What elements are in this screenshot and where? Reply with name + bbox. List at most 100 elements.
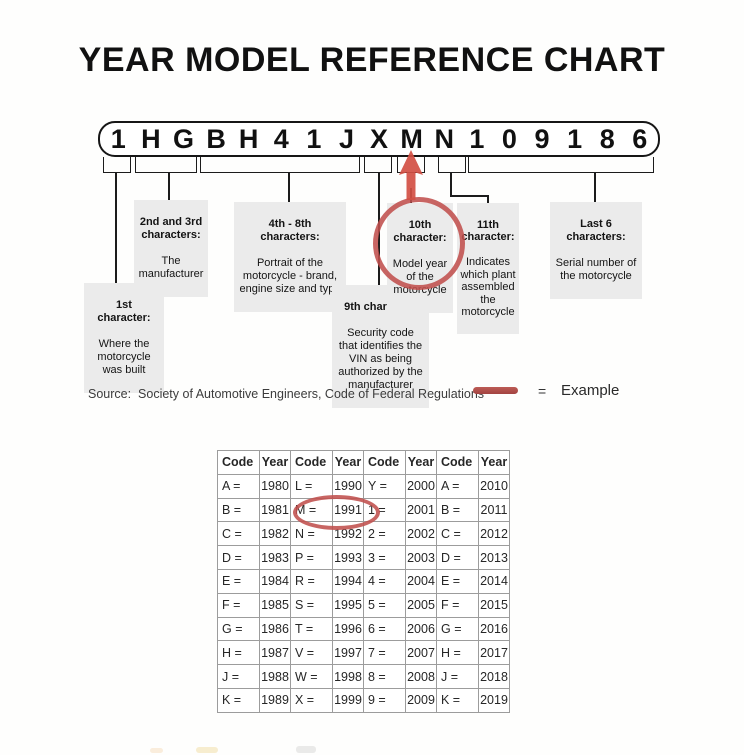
year-cell: 1987 xyxy=(259,640,291,666)
year-cell: 1980 xyxy=(259,473,291,499)
vin-character: 4 xyxy=(273,124,289,154)
source-text: Source: Society of Automotive Engineers,… xyxy=(88,387,485,401)
connector-11th-vertical xyxy=(450,172,452,196)
table-row: K = 1989 X = 1999 9 = 2009 K = 2019 xyxy=(217,687,510,713)
cutoff-mark xyxy=(296,746,316,753)
year-cell: 2018 xyxy=(478,664,510,689)
code-cell: W = xyxy=(290,664,333,689)
red-line-icon xyxy=(473,387,518,394)
year-cell: 2017 xyxy=(478,640,510,666)
year-cell: 1985 xyxy=(259,592,291,618)
vin-character: J xyxy=(338,124,354,154)
bracket-11th-character xyxy=(438,157,466,173)
table-row: G = 1986 T = 1996 6 = 2006 G = 2016 xyxy=(217,616,510,642)
bracket-4th-8th-characters xyxy=(200,157,360,173)
table-row: E = 1984 R = 1994 4 = 2004 E = 2014 xyxy=(217,568,510,594)
year-cell: 2019 xyxy=(478,687,510,713)
code-cell: 5 = xyxy=(363,592,406,618)
year-cell: 2007 xyxy=(405,640,437,666)
year-cell: 1986 xyxy=(259,616,291,642)
code-cell: B = xyxy=(436,497,479,523)
code-cell: E = xyxy=(217,568,260,594)
code-cell: A = xyxy=(217,473,260,499)
callout-11th-character: 11th character: Indicates which plant as… xyxy=(457,203,519,334)
year-cell: 2004 xyxy=(405,568,437,594)
code-cell: 2 = xyxy=(363,521,406,547)
vin-character: 9 xyxy=(534,124,550,154)
year-cell: 2011 xyxy=(478,497,510,523)
cutoff-mark xyxy=(196,747,218,753)
code-cell: Y = xyxy=(363,473,406,499)
year-cell: 1988 xyxy=(259,664,291,689)
table-row: J = 1988 W = 1998 8 = 2008 J = 2018 xyxy=(217,664,510,689)
callout-heading: 2nd and 3rd characters: xyxy=(139,216,203,241)
bracket-2nd-3rd-characters xyxy=(135,157,197,173)
year-cell: 1989 xyxy=(259,687,291,713)
callout-heading: 1st character: xyxy=(97,299,151,324)
code-cell: F = xyxy=(217,592,260,618)
example-circle-icon xyxy=(373,197,465,290)
callout-last-6-characters: Last 6 characters: Serial number of the … xyxy=(550,202,642,299)
connector-1st xyxy=(115,172,117,284)
connector-11th-horizontal xyxy=(450,195,488,197)
year-cell: 2010 xyxy=(478,473,510,499)
code-cell: R = xyxy=(290,568,333,594)
vin-character: 6 xyxy=(632,124,648,154)
bracket-9th-character xyxy=(364,157,392,173)
year-cell: 2014 xyxy=(478,568,510,594)
code-cell: X = xyxy=(290,687,333,713)
year-cell: 1982 xyxy=(259,521,291,547)
vin-character: H xyxy=(238,124,259,154)
year-cell: 2009 xyxy=(405,687,437,713)
table-header-cell: Year xyxy=(478,450,510,475)
code-cell: P = xyxy=(290,545,333,570)
code-cell: F = xyxy=(436,592,479,618)
year-cell: 1996 xyxy=(332,616,364,642)
year-cell: 2013 xyxy=(478,545,510,570)
legend-equals: = xyxy=(538,383,547,399)
code-cell: G = xyxy=(436,616,479,642)
year-cell: 1983 xyxy=(259,545,291,570)
code-cell: 4 = xyxy=(363,568,406,594)
table-header-cell: Code xyxy=(436,450,479,475)
callout-body: Security code that identifies the VIN as… xyxy=(338,327,423,391)
connector-2nd-3rd xyxy=(168,172,170,201)
vin-character: M xyxy=(400,124,423,154)
code-cell: J = xyxy=(217,664,260,689)
vin-character: 1 xyxy=(469,124,485,154)
callout-body: Where the motorcycle was built xyxy=(97,338,151,376)
year-table-body: A = 1980 L = 1990 Y = 2000 A = 2010 B = 1981 M = 19… xyxy=(217,473,510,713)
code-cell: A = xyxy=(436,473,479,499)
code-cell: S = xyxy=(290,592,333,618)
code-cell: B = xyxy=(217,497,260,523)
year-cell: 2002 xyxy=(405,521,437,547)
vin-character: X xyxy=(370,124,389,154)
callout-body: Portrait of the motorcycle - brand, engi… xyxy=(239,257,341,295)
code-cell: K = xyxy=(436,687,479,713)
code-cell: C = xyxy=(217,521,260,547)
year-cell: 2000 xyxy=(405,473,437,499)
vin-character: B xyxy=(206,124,226,154)
callout-heading: 11th character: xyxy=(461,218,515,244)
table-row: A = 1980 L = 1990 Y = 2000 A = 2010 xyxy=(217,473,510,499)
table-row: D = 1983 P = 1993 3 = 2003 D = 2013 xyxy=(217,545,510,570)
table-row: C = 1982 N = 1992 2 = 2002 C = 2012 xyxy=(217,521,510,547)
year-cell: 2006 xyxy=(405,616,437,642)
code-cell: 8 = xyxy=(363,664,406,689)
code-cell: 9 = xyxy=(363,687,406,713)
year-table-header-row: Code Year Code Year Code Year Code Year xyxy=(217,450,510,475)
connector-last-6 xyxy=(594,172,596,203)
year-cell: 2003 xyxy=(405,545,437,570)
table-header-cell: Code xyxy=(217,450,260,475)
year-code-table: Code Year Code Year Code Year Code Year A = 1980… xyxy=(217,450,510,713)
year-cell: 1981 xyxy=(259,497,291,523)
year-cell: 2008 xyxy=(405,664,437,689)
code-cell: D = xyxy=(436,545,479,570)
vin-character: N xyxy=(434,124,454,154)
table-row: H = 1987 V = 1997 7 = 2007 H = 2017 xyxy=(217,640,510,666)
year-cell: 1998 xyxy=(332,664,364,689)
example-circle-icon xyxy=(293,495,380,530)
table-row: F = 1985 S = 1995 5 = 2005 F = 2015 xyxy=(217,592,510,618)
code-cell: J = xyxy=(436,664,479,689)
